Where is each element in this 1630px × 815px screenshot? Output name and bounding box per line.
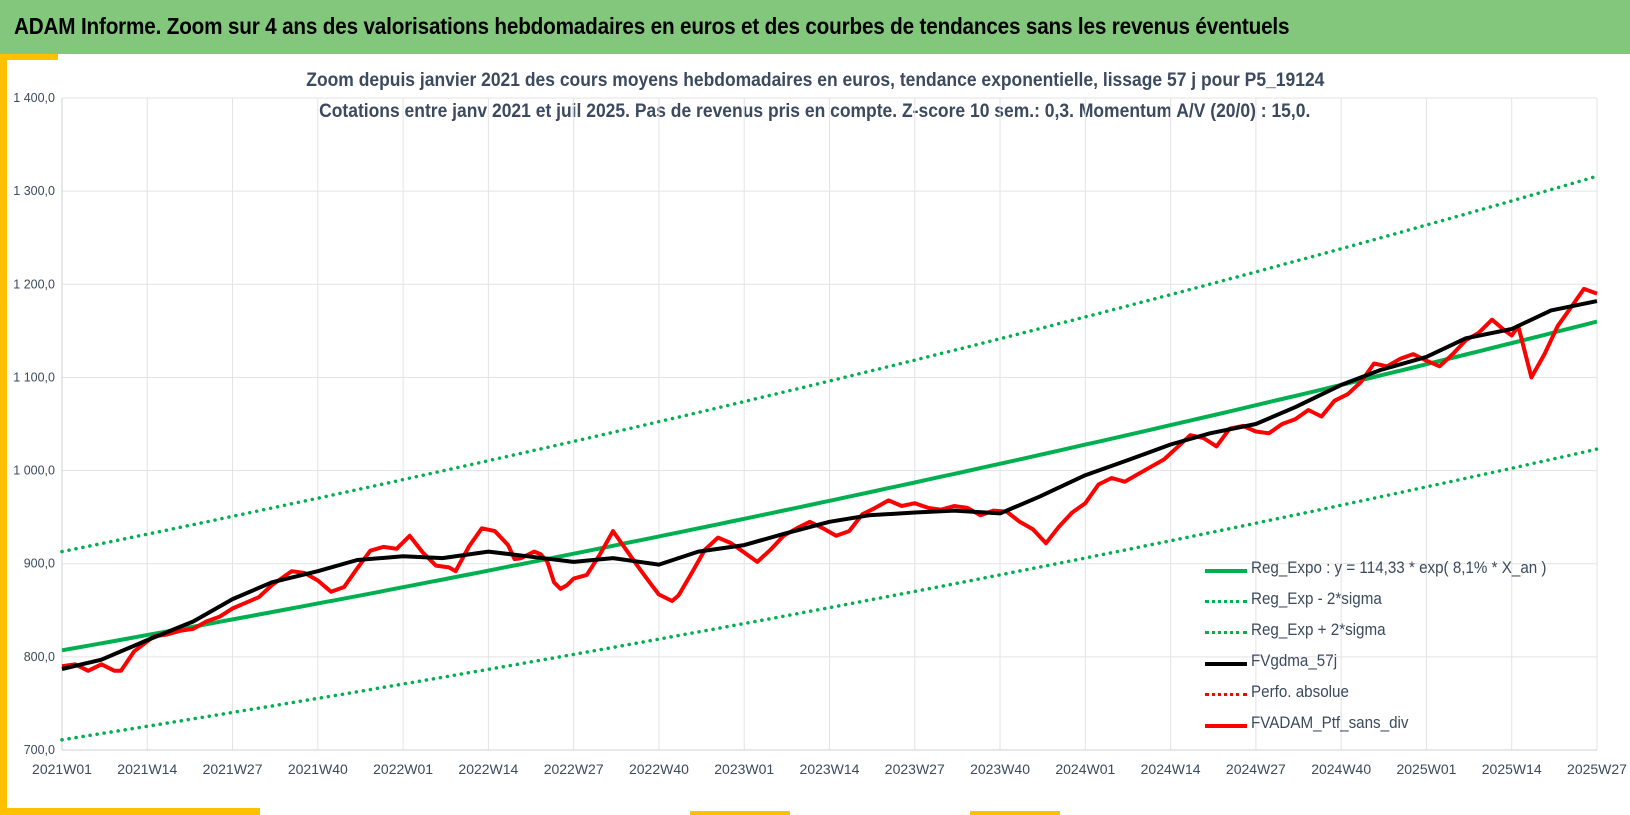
x-tick-label: 2021W40 [288,761,348,777]
y-tick-label: 1 400,0 [13,91,55,105]
legend-label: Reg_Exp + 2*sigma [1251,621,1386,639]
x-tick-label: 2021W14 [117,761,177,777]
chart-legend: Reg_Expo : y = 114,33 * exp( 8,1% * X_an… [1205,555,1605,741]
legend-item: Reg_Expo : y = 114,33 * exp( 8,1% * X_an… [1205,555,1605,586]
y-axis-ticks: 700,0 800,0 900,0 1 000,0 1 100,0 1 200,0 1 30… [13,91,55,757]
series-line-5 [61,286,1598,673]
x-tick-label: 2025W14 [1482,761,1542,777]
legend-item: Reg_Exp - 2*sigma [1205,586,1605,617]
x-tick-label: 2023W01 [714,761,774,777]
legend-swatch [1205,569,1247,573]
y-tick-label: 900,0 [24,557,55,571]
y-tick-label: 700,0 [24,743,55,757]
grid-lines [61,97,1598,751]
bottom-accent-bar-3 [970,811,1060,815]
x-tick-label: 2022W14 [458,761,518,777]
legend-item: Reg_Exp + 2*sigma [1205,617,1605,648]
page-title: ADAM Informe. Zoom sur 4 ans des valoris… [14,13,1290,39]
chart-title-text: Zoom depuis janvier 2021 des cours moyen… [305,70,1325,91]
legend-swatch [1205,693,1247,696]
series-lines [60,174,1599,742]
x-tick-label: 2024W27 [1226,761,1286,777]
x-tick-label: 2021W27 [203,761,263,777]
legend-label: Reg_Expo : y = 114,33 * exp( 8,1% * X_an… [1251,559,1547,577]
x-tick-label: 2022W27 [544,761,604,777]
x-tick-label: 2023W27 [885,761,945,777]
bottom-accent-bar-2 [690,811,790,815]
x-tick-label: 2021W01 [32,761,92,777]
legend-item: FVADAM_Ptf_sans_div [1205,710,1605,741]
left-accent-bar [0,54,7,815]
series-line-3 [61,299,1598,671]
x-axis-ticks: 2021W01 2021W14 2021W27 2021W40 2022W01 2022W… [32,761,1627,777]
x-tick-label: 2022W01 [373,761,433,777]
x-tick-label: 2025W01 [1396,761,1456,777]
legend-label: FVgdma_57j [1251,652,1338,670]
x-tick-label: 2023W40 [970,761,1030,777]
chart-title: Zoom depuis janvier 2021 des cours moyen… [0,70,1630,92]
chart-subtitle: Cotations entre janv 2021 et juil 2025. … [0,101,1630,123]
x-tick-label: 2024W14 [1141,761,1201,777]
y-tick-label: 1 100,0 [13,370,55,384]
legend-swatch [1205,724,1247,728]
legend-item: FVgdma_57j [1205,648,1605,679]
series-line-2 [60,174,1599,554]
y-tick-label: 1 200,0 [13,277,55,291]
header-banner: ADAM Informe. Zoom sur 4 ans des valoris… [0,0,1630,54]
legend-label: Perfo. absolue [1251,683,1349,701]
x-tick-label: 2024W40 [1311,761,1371,777]
y-tick-label: 1 300,0 [13,184,55,198]
series-line-1 [60,447,1599,742]
legend-label: FVADAM_Ptf_sans_div [1251,714,1409,732]
legend-swatch [1205,600,1247,603]
legend-label: Reg_Exp - 2*sigma [1251,590,1382,608]
legend-item: Perfo. absolue [1205,679,1605,710]
x-tick-label: 2022W40 [629,761,689,777]
legend-swatch [1205,631,1247,634]
legend-swatch [1205,662,1247,666]
x-tick-label: 2024W01 [1055,761,1115,777]
y-tick-label: 800,0 [24,650,55,664]
bottom-accent-bar [0,808,260,815]
x-tick-label: 2025W27 [1567,761,1627,777]
chart-subtitle-text: Cotations entre janv 2021 et juil 2025. … [319,101,1311,122]
x-tick-label: 2023W14 [800,761,860,777]
top-accent-bar [0,54,58,60]
y-tick-label: 1 000,0 [13,464,55,478]
